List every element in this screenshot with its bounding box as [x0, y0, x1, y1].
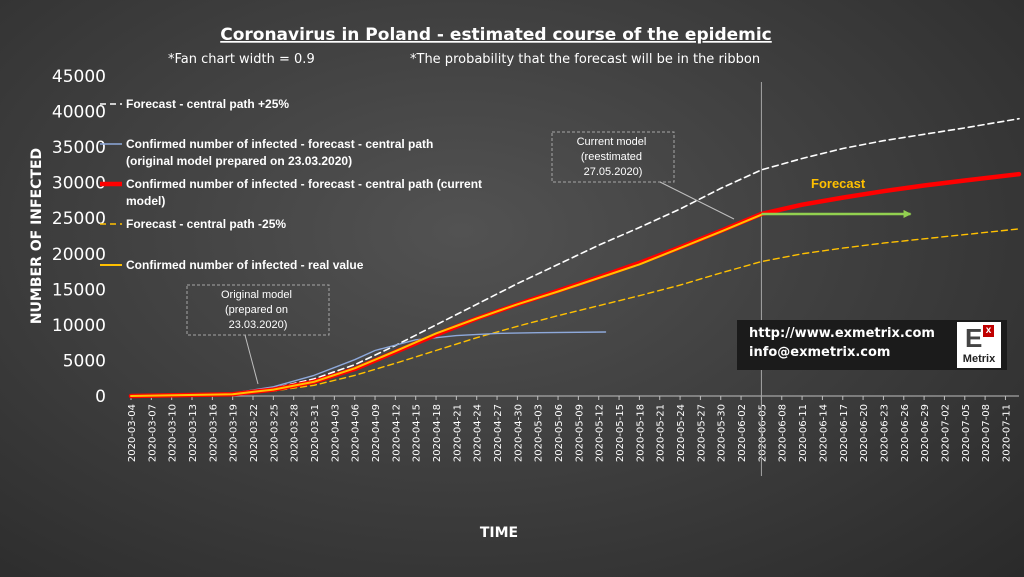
- callout-current-line2: (reestimated: [581, 151, 642, 163]
- callout-current-text: Current model (reestimated 27.05.2020): [577, 136, 650, 178]
- y-tick-label: 20000: [52, 245, 106, 265]
- callout-original-line3: 23.03.2020): [229, 319, 288, 331]
- x-tick-label: 2020-07-11: [1001, 404, 1012, 462]
- x-tick-label: 2020-04-06: [351, 404, 362, 462]
- x-tick-label: 2020-04-24: [473, 404, 484, 462]
- x-tick-label: 2020-07-08: [981, 404, 992, 462]
- x-axis-label: TIME: [480, 525, 518, 541]
- exmetrix-logo: E x Metrix: [957, 322, 1001, 368]
- x-tick-label: 2020-04-21: [452, 404, 463, 462]
- x-tick-label: 2020-03-13: [188, 404, 199, 462]
- x-tick-label: 2020-03-16: [208, 404, 219, 462]
- legend-label-original-model-line2: (original model prepared on 23.03.2020): [126, 154, 352, 168]
- x-tick-label: 2020-06-14: [818, 404, 829, 462]
- x-tick-label: 2020-05-21: [656, 404, 667, 462]
- x-tick-label: 2020-05-06: [554, 404, 565, 462]
- x-axis-ticks: 2020-03-04 2020-03-07 2020-03-10 2020-03-13…: [127, 396, 1012, 462]
- callout-original-box: [186, 284, 330, 336]
- x-tick-label: 2020-03-10: [168, 404, 179, 462]
- x-tick-label: 2020-05-09: [574, 404, 585, 462]
- y-tick-label: 15000: [52, 280, 106, 300]
- callout-original-leader: [244, 334, 259, 385]
- callout-current-line1: Current model: [577, 136, 647, 148]
- x-tick-label: 2020-05-24: [676, 404, 687, 462]
- x-tick-label: 2020-05-12: [595, 404, 606, 462]
- legend-label-original-model: Confirmed number of infected - forecast …: [126, 137, 437, 168]
- x-tick-label: 2020-05-30: [717, 404, 728, 462]
- x-tick-label: 2020-04-15: [412, 404, 423, 462]
- series-real-value: [130, 213, 763, 397]
- x-tick-label: 2020-04-12: [391, 404, 402, 462]
- x-tick-label: 2020-04-30: [513, 404, 524, 462]
- x-tick-label: 2020-06-29: [920, 404, 931, 462]
- y-tick-label: 45000: [52, 67, 106, 87]
- y-tick-label: 10000: [52, 316, 106, 336]
- logo-letter: E: [965, 323, 983, 353]
- callout-original-line2: (prepared on: [225, 304, 288, 316]
- x-tick-label: 2020-06-11: [798, 404, 809, 462]
- x-tick-label: 2020-04-27: [493, 404, 504, 462]
- x-tick-label: 2020-04-09: [371, 404, 382, 462]
- legend-label-original-model-line1: Confirmed number of infected - forecast …: [126, 137, 433, 151]
- website-link[interactable]: http://www.exmetrix.com: [749, 326, 935, 341]
- x-tick-label: 2020-05-27: [696, 404, 707, 462]
- x-tick-label: 2020-06-17: [839, 404, 850, 462]
- legend-label-forecast-minus25: Forecast - central path -25%: [126, 217, 286, 231]
- callout-original-model: Original model (prepared on 23.03.2020): [186, 284, 330, 385]
- y-tick-label: 40000: [52, 103, 106, 123]
- x-tick-label: 2020-04-18: [432, 404, 443, 462]
- x-tick-label: 2020-05-03: [534, 404, 545, 462]
- x-tick-label: 2020-03-25: [269, 404, 280, 462]
- chart-title: Coronavirus in Poland - estimated course…: [220, 25, 772, 45]
- chart-subtitle-right: *The probability that the forecast will …: [410, 52, 760, 67]
- x-tick-label: 2020-05-15: [615, 404, 626, 462]
- y-tick-label: 5000: [63, 351, 106, 371]
- y-tick-label: 35000: [52, 138, 106, 158]
- x-tick-label: 2020-03-04: [127, 404, 138, 462]
- x-tick-label: 2020-03-31: [310, 404, 321, 462]
- legend-label-current-model-line2: model): [126, 194, 165, 208]
- callout-original-line1: Original model: [221, 289, 292, 301]
- chart-subtitle-left: *Fan chart width = 0.9: [168, 52, 315, 67]
- callout-current-box: [551, 131, 675, 183]
- y-tick-label: 30000: [52, 174, 106, 194]
- legend-label-real-value: Confirmed number of infected - real valu…: [126, 258, 364, 272]
- y-axis-label: NUMBER OF INFECTED: [29, 148, 45, 324]
- x-tick-label: 2020-04-03: [330, 404, 341, 462]
- y-tick-label: 0: [95, 387, 106, 407]
- x-tick-label: 2020-06-26: [900, 404, 911, 462]
- legend-label-current-model-line1: Confirmed number of infected - forecast …: [126, 177, 482, 191]
- logo-brand: Metrix: [962, 353, 996, 365]
- x-tick-label: 2020-06-20: [859, 404, 870, 462]
- x-tick-label: 2020-03-19: [229, 404, 240, 462]
- x-tick-label: 2020-03-07: [147, 404, 158, 462]
- x-tick-label: 2020-06-05: [757, 404, 768, 462]
- legend: Forecast - central path +25% Confirmed n…: [100, 97, 485, 272]
- x-tick-label: 2020-06-08: [778, 404, 789, 462]
- logo-superscript: x: [983, 325, 994, 337]
- series-forecast-plus25: [130, 117, 1020, 397]
- callout-current-line3: 27.05.2020): [584, 166, 643, 178]
- legend-label-current-model: Confirmed number of infected - forecast …: [126, 177, 485, 208]
- x-tick-label: 2020-06-02: [737, 404, 748, 462]
- series-layer: [128, 117, 1022, 399]
- y-axis-ticks: 0 5000 10000 15000 20000 25000 30000 35000 40000…: [52, 67, 106, 407]
- contact-info-box: http://www.exmetrix.com info@exmetrix.co…: [737, 320, 1007, 370]
- callout-current-leader: [659, 181, 735, 220]
- legend-label-forecast-plus25: Forecast - central path +25%: [126, 97, 289, 111]
- x-tick-label: 2020-06-23: [879, 404, 890, 462]
- forecast-label: Forecast: [811, 176, 866, 191]
- x-tick-label: 2020-07-05: [961, 404, 972, 462]
- y-tick-label: 25000: [52, 209, 106, 229]
- callout-current-model: Current model (reestimated 27.05.2020): [551, 131, 735, 220]
- email-link[interactable]: info@exmetrix.com: [749, 345, 891, 360]
- callout-original-text: Original model (prepared on 23.03.2020): [221, 289, 295, 331]
- x-tick-label: 2020-07-02: [940, 404, 951, 462]
- x-tick-label: 2020-05-18: [635, 404, 646, 462]
- x-tick-label: 2020-03-28: [290, 404, 301, 462]
- x-tick-label: 2020-03-22: [249, 404, 260, 462]
